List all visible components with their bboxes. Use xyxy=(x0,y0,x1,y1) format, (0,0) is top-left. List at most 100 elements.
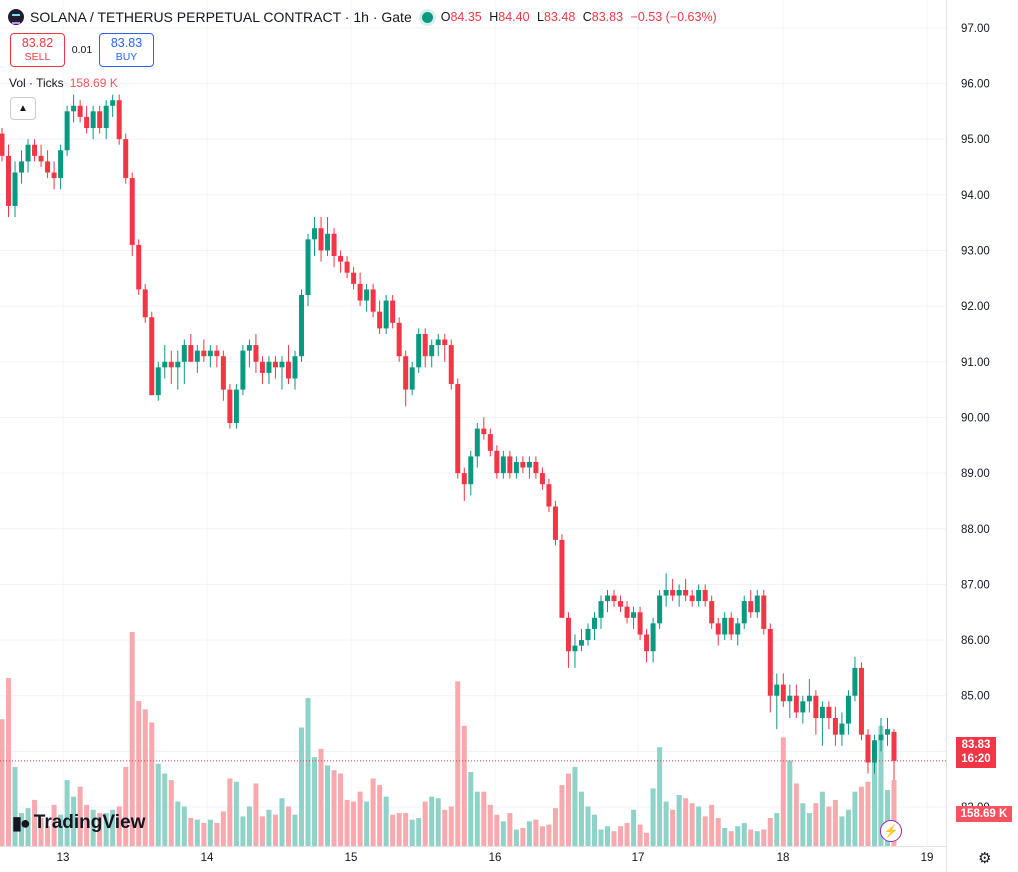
candle-body xyxy=(142,289,148,318)
candle-body xyxy=(800,701,806,713)
volume-bar xyxy=(670,809,676,846)
sell-button[interactable]: 83.82 SELL xyxy=(10,33,65,67)
ohlc-open-key: O xyxy=(440,10,451,24)
volume-bar xyxy=(728,831,734,846)
candle-body xyxy=(526,461,532,468)
candle-body xyxy=(168,361,174,368)
collapse-legend-button[interactable]: ▲ xyxy=(10,97,36,120)
volume-bar xyxy=(735,826,741,846)
candle-body xyxy=(657,595,663,624)
candle-body xyxy=(123,139,129,179)
candle-body xyxy=(357,283,363,301)
tradingview-logo[interactable]: ▮● TradingView xyxy=(12,812,145,834)
volume-bar xyxy=(813,803,819,846)
sell-price: 83.82 xyxy=(21,36,54,50)
volume-bar xyxy=(181,806,187,846)
volume-bar xyxy=(194,819,200,846)
candle-body xyxy=(272,361,278,368)
volume-bar xyxy=(110,809,116,846)
candle-body xyxy=(435,339,441,346)
buy-label: BUY xyxy=(115,51,138,63)
price-axis-label: 89.00 xyxy=(961,468,990,480)
volume-bar xyxy=(689,803,695,846)
volume-bar xyxy=(149,722,155,846)
volume-bar xyxy=(338,773,344,846)
volume-bar xyxy=(494,814,500,846)
volume-bar xyxy=(572,766,578,846)
candle-body xyxy=(233,389,239,423)
volume-bar xyxy=(507,813,513,846)
candle-body xyxy=(227,389,233,423)
grid-lines xyxy=(0,0,946,846)
price-axis-label: 92.00 xyxy=(961,301,990,313)
volume-bar xyxy=(487,804,493,846)
volume-bar xyxy=(97,813,103,846)
volume-bar xyxy=(598,829,604,846)
volume-bar xyxy=(58,814,64,846)
last-volume-tag: 158.69 K xyxy=(956,806,1012,822)
candle-body xyxy=(474,428,480,457)
volume-bar xyxy=(878,725,884,846)
candle-body xyxy=(97,111,103,129)
volume-bar xyxy=(774,813,780,846)
candle-body xyxy=(754,595,760,613)
volume-bar xyxy=(819,791,825,846)
candle-body xyxy=(461,473,467,485)
volume-bar xyxy=(129,632,135,846)
candle-body xyxy=(188,345,194,362)
candle-body xyxy=(670,589,676,596)
time-axis-label: 14 xyxy=(201,852,214,864)
candle-body xyxy=(871,740,877,763)
volume-bar xyxy=(845,809,851,846)
candle-body xyxy=(565,617,571,652)
volume-bar xyxy=(390,814,396,846)
candle-body xyxy=(696,589,702,602)
candle-body xyxy=(494,450,500,474)
candle-body xyxy=(12,172,18,206)
volume-bar xyxy=(351,801,357,846)
volume-bar xyxy=(32,799,38,846)
volume-bar xyxy=(162,773,168,846)
candle-body xyxy=(155,367,161,396)
volume-bars xyxy=(0,632,897,846)
volume-bar xyxy=(461,725,467,846)
candle-body xyxy=(409,367,415,390)
candle-body xyxy=(136,244,142,290)
volume-bar xyxy=(526,821,532,846)
tradingview-logo-icon: ▮● xyxy=(12,812,31,833)
candles xyxy=(0,94,897,781)
volume-bar xyxy=(12,766,18,846)
volume-bar xyxy=(246,806,252,846)
symbol-title[interactable]: SOLANA / TETHERUS PERPETUAL CONTRACT · 1… xyxy=(30,9,412,25)
candle-body xyxy=(383,300,389,329)
volume-bar xyxy=(116,806,122,846)
volume-bar xyxy=(709,804,715,846)
gear-icon[interactable]: ⚙ xyxy=(978,850,992,867)
volume-bar xyxy=(71,796,77,846)
candle-body xyxy=(58,150,64,179)
time-axis-label: 19 xyxy=(921,852,934,864)
candle-body xyxy=(259,361,265,373)
volume-bar xyxy=(559,785,565,846)
candle-body xyxy=(149,317,155,396)
buy-button[interactable]: 83.83 BUY xyxy=(99,33,154,67)
candle-body xyxy=(832,717,838,735)
candle-body xyxy=(455,384,461,474)
candle-body xyxy=(246,345,252,351)
candle-body xyxy=(578,640,584,646)
price-axis-label: 87.00 xyxy=(961,579,990,591)
candle-body xyxy=(403,356,409,390)
volume-bar xyxy=(77,786,83,846)
volume-bar xyxy=(533,819,539,846)
volume-legend[interactable]: Vol · Ticks 158.69 K xyxy=(9,76,118,90)
volume-bar xyxy=(396,813,402,846)
volume-bar xyxy=(38,818,44,846)
flash-icon[interactable]: ⚡ xyxy=(880,820,902,842)
candle-body xyxy=(774,684,780,696)
candle-body xyxy=(364,289,370,301)
price-axis-separator xyxy=(946,0,947,872)
candle-body xyxy=(71,105,77,112)
chart-header: SOLANA / TETHERUS PERPETUAL CONTRACT · 1… xyxy=(8,6,721,28)
volume-bar xyxy=(657,747,663,846)
